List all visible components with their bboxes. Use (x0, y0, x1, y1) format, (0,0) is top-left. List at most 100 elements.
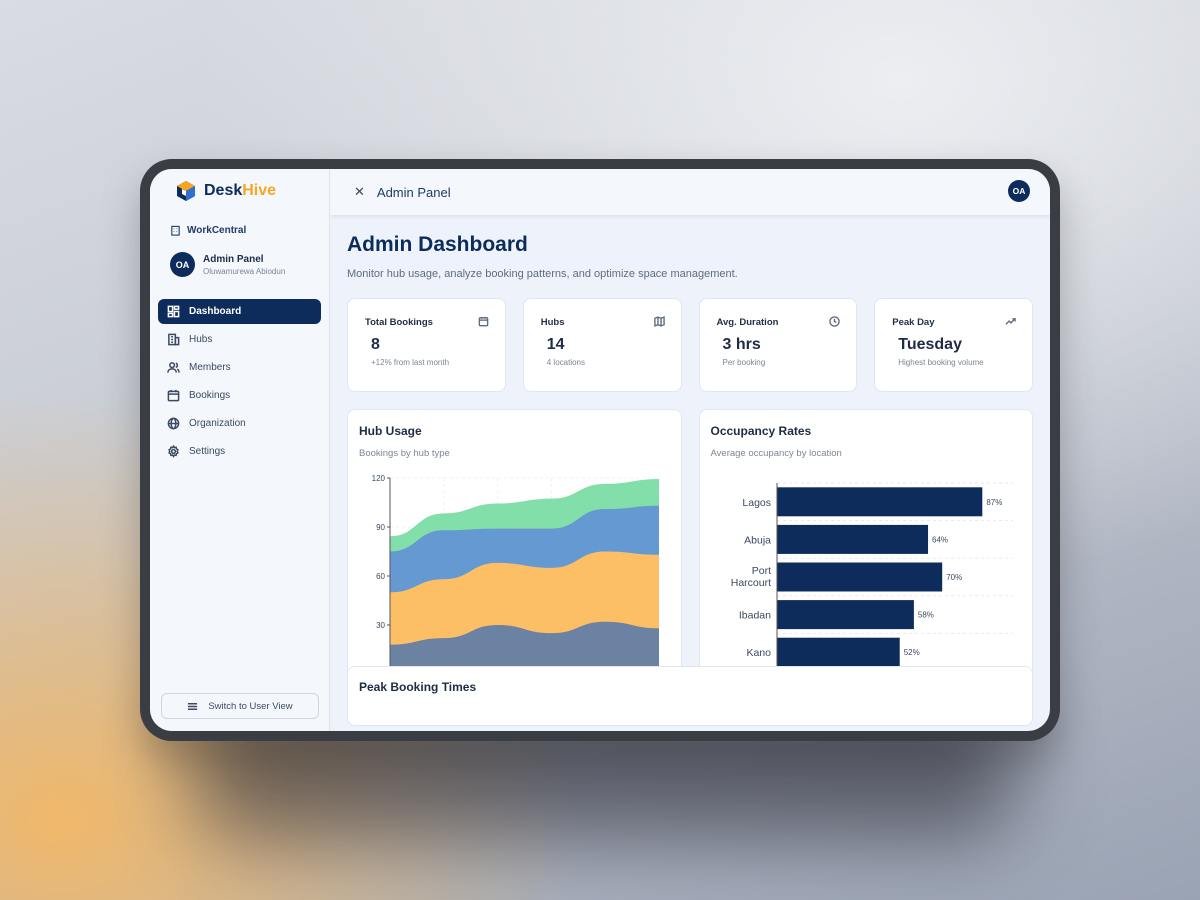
sidebar-item-label: Settings (189, 446, 226, 457)
organization-label[interactable]: WorkCentral (158, 213, 321, 236)
map-icon (653, 316, 665, 327)
bar-3[interactable] (776, 600, 914, 630)
hub-usage-area-chart[interactable]: 0306090120Week 1Week 2Week 3Week 4Week 5… (348, 410, 683, 698)
switch-to-user-view-button[interactable]: Switch to User View (161, 693, 319, 719)
topbar: ✕ Admin Panel OA (330, 169, 1050, 215)
sidebar-nav: Dashboard Hubs Members Bookings Organiza… (158, 299, 321, 464)
switch-label: Switch to User View (208, 700, 293, 712)
sidebar-item-label: Dashboard (189, 306, 242, 317)
chart-title: Occupancy Rates (710, 424, 812, 438)
stat-note: Per booking (722, 358, 766, 367)
chart-subtitle: Bookings by hub type (359, 448, 450, 459)
stats-row: Total Bookings 8 +12% from last month Hu… (347, 298, 1033, 392)
sidebar-item-label: Members (189, 362, 231, 373)
gear-icon (168, 445, 179, 458)
sidebar-item-hubs[interactable]: Hubs (158, 327, 321, 352)
chart-title: Hub Usage (359, 424, 422, 438)
dashboard-content: Admin Dashboard Monitor hub usage, analy… (330, 215, 1050, 697)
value-label: 64% (932, 535, 948, 544)
globe-icon (167, 417, 180, 430)
value-label: 58% (917, 611, 933, 620)
stat-label: Avg. Duration (716, 317, 779, 328)
calendar-icon (167, 389, 180, 402)
y-tick-label: 60 (376, 572, 385, 581)
sidebar-item-dashboard[interactable]: Dashboard (158, 299, 321, 324)
stat-card-hubs[interactable]: Hubs 14 4 locations (522, 298, 682, 392)
y-tick-label: 120 (372, 474, 386, 483)
stat-label: Total Bookings (365, 317, 433, 328)
chart-subtitle: Average occupancy by location (710, 448, 842, 459)
stat-note: +12% from last month (371, 358, 450, 367)
category-label: Ibadan (738, 610, 770, 622)
sidebar-item-settings[interactable]: Settings (158, 439, 321, 464)
sidebar-item-label: Organization (189, 418, 246, 429)
trending-up-icon (1005, 318, 1016, 325)
stat-card-total-bookings[interactable]: Total Bookings 8 +12% from last month (347, 298, 506, 392)
value-label: 52% (903, 648, 919, 657)
value-label: 87% (986, 498, 1002, 507)
stat-value: 14 (546, 336, 565, 353)
hub-usage-card: Hub Usage Bookings by hub type 030609012… (347, 409, 682, 697)
area-series-line-0 (389, 621, 660, 646)
occupancy-bar-chart[interactable]: Lagos 87% Abuja 64% Port Harcourt 70% Ibadan 58%… (700, 410, 1035, 698)
category-label: Abuja (744, 534, 771, 546)
bar-0[interactable] (776, 487, 982, 517)
area-series-line-1 (389, 550, 660, 593)
user-role: Admin Panel (203, 253, 264, 265)
sidebar-item-organization[interactable]: Organization (158, 411, 321, 436)
page-title: Admin Dashboard (347, 233, 528, 256)
menu-icon (188, 702, 198, 710)
users-icon (167, 362, 180, 373)
sidebar-item-label: Bookings (189, 390, 231, 401)
building-icon (171, 225, 180, 236)
stat-label: Peak Day (892, 317, 935, 328)
page-subtitle: Monitor hub usage, analyze booking patte… (347, 268, 738, 280)
area-series-0[interactable] (390, 621, 659, 674)
card-title: Peak Booking Times (359, 680, 477, 694)
charts-row: Hub Usage Bookings by hub type 030609012… (347, 409, 1033, 697)
value-label: 70% (946, 573, 962, 582)
brand-name: DeskHive (204, 182, 277, 199)
app-screen: DeskHive WorkCentral OA Admin Panel Oluw… (150, 169, 1050, 731)
category-label: Kano (746, 647, 771, 659)
stat-card-avg-duration[interactable]: Avg. Duration 3 hrs Per booking (698, 298, 858, 392)
category-label: Lagos (742, 497, 771, 509)
area-series-3[interactable] (390, 479, 659, 552)
y-tick-label: 30 (376, 621, 385, 630)
occupancy-rates-card: Occupancy Rates Average occupancy by loc… (698, 409, 1035, 698)
user-profile[interactable]: OA Admin Panel Oluwamurewa Abiodun (158, 236, 321, 277)
y-tick-label: 90 (376, 523, 385, 532)
calendar-icon (478, 316, 489, 327)
avatar: OA (170, 252, 195, 277)
stat-value: 8 (371, 336, 380, 353)
bar-1[interactable] (776, 524, 928, 554)
stat-card-peak-day[interactable]: Peak Day Tuesday Highest booking volume (874, 298, 1033, 392)
stat-note: 4 locations (546, 358, 585, 367)
area-series-line-3 (389, 479, 660, 538)
user-name: Oluwamurewa Abiodun (203, 266, 286, 276)
sidebar-item-label: Hubs (189, 334, 213, 345)
stat-value: 3 hrs (722, 336, 761, 353)
topbar-title: Admin Panel (376, 184, 451, 200)
area-series-2[interactable] (390, 505, 659, 593)
main-area: ✕ Admin Panel OA Admin Dashboard Monitor… (330, 169, 1050, 731)
clock-icon (829, 316, 841, 327)
building-icon (168, 333, 180, 346)
close-icon[interactable]: ✕ (354, 184, 365, 199)
sidebar-item-bookings[interactable]: Bookings (158, 383, 321, 408)
stat-value: Tuesday (898, 336, 962, 353)
peak-booking-times-card: Peak Booking Times (347, 666, 1033, 726)
area-series-1[interactable] (390, 551, 659, 645)
dashboard-icon (167, 305, 180, 318)
tablet-frame: DeskHive WorkCentral OA Admin Panel Oluw… (140, 159, 1060, 741)
organization-name: WorkCentral (187, 225, 247, 236)
hexagon-logo-icon (177, 181, 195, 201)
sidebar: DeskHive WorkCentral OA Admin Panel Oluw… (150, 169, 330, 731)
avatar[interactable]: OA (1008, 180, 1030, 202)
sidebar-item-members[interactable]: Members (158, 355, 321, 380)
bar-2[interactable] (776, 562, 942, 592)
brand-logo[interactable]: DeskHive (158, 169, 321, 213)
stat-label: Hubs (540, 317, 565, 328)
category-label: Port Harcourt (730, 565, 770, 589)
bar-4[interactable] (776, 637, 900, 667)
